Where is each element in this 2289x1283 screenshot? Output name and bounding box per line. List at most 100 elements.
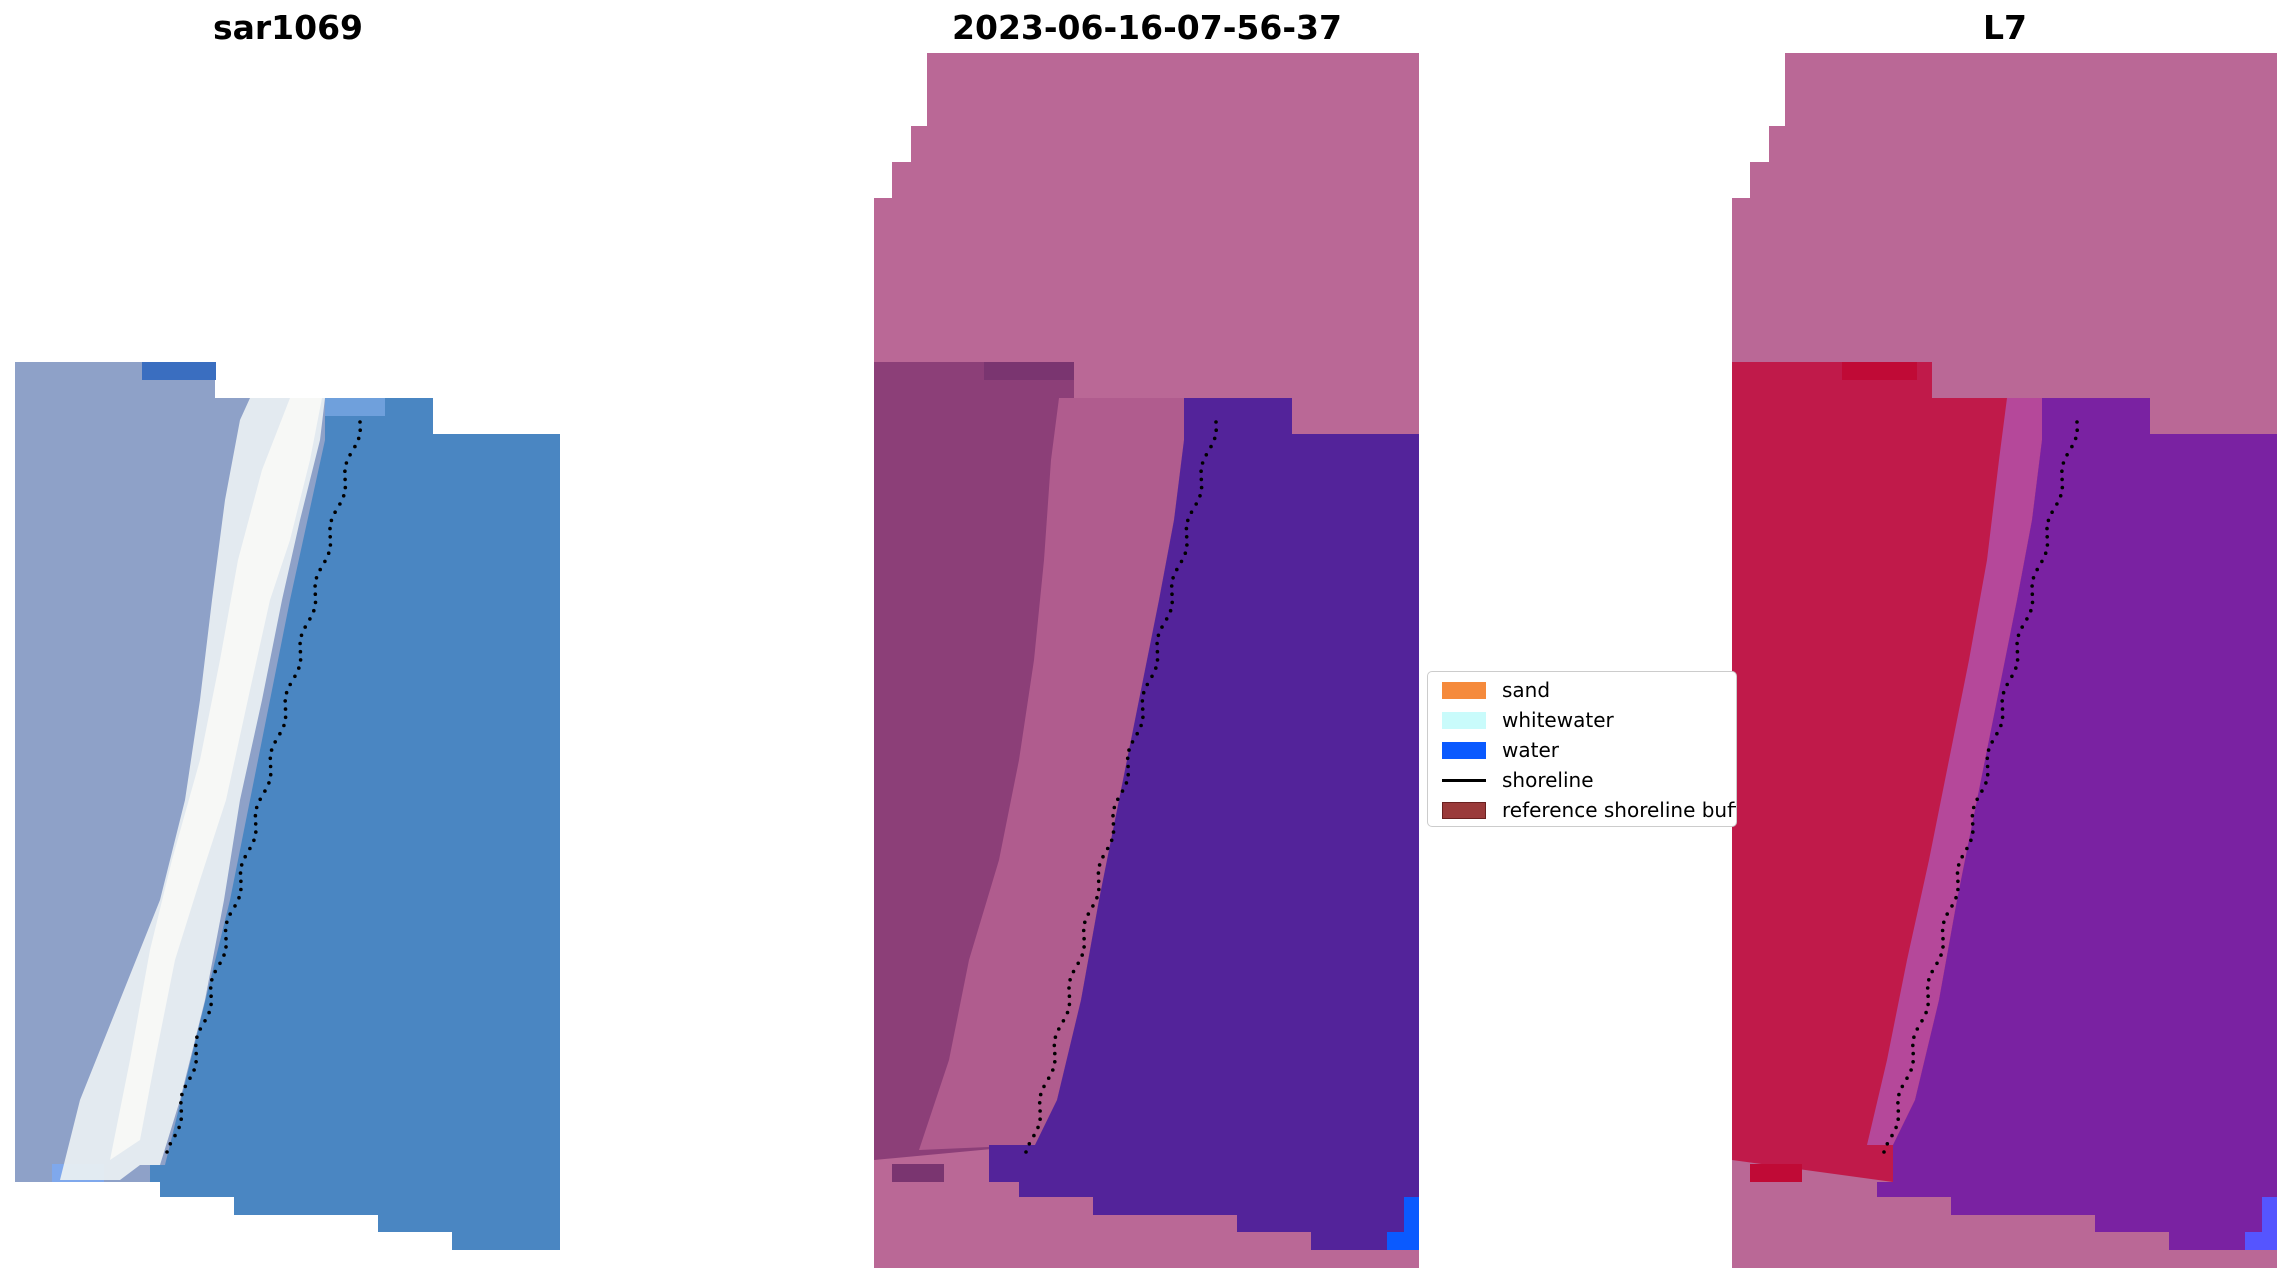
transition-band xyxy=(1867,398,2042,1145)
shoreline-dot xyxy=(228,912,232,916)
shoreline-dot xyxy=(239,863,244,867)
shoreline-dot xyxy=(1970,822,1975,826)
shoreline-dot xyxy=(1905,1076,1909,1080)
shoreline-dot xyxy=(2075,420,2079,424)
shoreline-dot xyxy=(1971,805,1976,810)
shoreline-dot xyxy=(1052,1043,1057,1048)
shoreline-dot xyxy=(1214,420,1218,424)
shoreline-dot xyxy=(179,1117,183,1121)
shoreline-dot xyxy=(1170,600,1174,605)
shoreline-dot xyxy=(1896,1117,1900,1121)
shoreline-dot xyxy=(1175,567,1179,572)
shoreline-dot xyxy=(218,961,222,966)
shoreline-dot xyxy=(2073,436,2078,441)
shoreline-dot xyxy=(1896,1101,1900,1105)
shoreline-dot xyxy=(237,895,241,900)
shoreline-dot xyxy=(358,420,362,424)
shoreline-dot xyxy=(1985,764,1990,769)
shoreline-dot xyxy=(298,658,303,662)
shoreline-dot xyxy=(1939,953,1943,957)
shoreline-dot xyxy=(180,1092,184,1097)
classification-image xyxy=(874,53,1419,1268)
shoreline-dot xyxy=(2045,535,2049,539)
shoreline-dot xyxy=(2061,461,2066,465)
shoreline-dot xyxy=(1096,871,1101,875)
shoreline-dot xyxy=(1081,928,1086,933)
shoreline-dot xyxy=(1941,936,1945,941)
shoreline-dot xyxy=(1125,756,1130,761)
shoreline-dot xyxy=(1109,838,1114,843)
shoreline-dot xyxy=(2010,674,2014,679)
shoreline-dot xyxy=(343,477,347,482)
shoreline-dot xyxy=(1169,584,1174,588)
shoreline-dot xyxy=(254,830,258,834)
shoreline-dot xyxy=(1212,436,1217,441)
shoreline-dot xyxy=(343,485,348,490)
shoreline-dot xyxy=(1036,1125,1040,1130)
shoreline-dot xyxy=(299,633,304,638)
shoreline-dot xyxy=(2005,682,2009,687)
shoreline-dot xyxy=(1183,551,1188,555)
shoreline-dot xyxy=(2040,559,2044,564)
shoreline-dot xyxy=(328,543,333,547)
shoreline-dot xyxy=(1186,518,1190,523)
shoreline-dot xyxy=(268,772,273,777)
shoreline-dot xyxy=(1927,978,1931,982)
shoreline-dot xyxy=(168,1142,173,1146)
shoreline-dot xyxy=(1960,854,1964,859)
shoreline-line-swatch xyxy=(1442,778,1486,782)
l7-panel xyxy=(1717,0,2289,1283)
shoreline-dot xyxy=(1945,912,1949,916)
shoreline-dot xyxy=(1999,723,2003,728)
shoreline-dot xyxy=(210,978,214,982)
sar-bright-band-core xyxy=(110,398,322,1160)
shoreline-dot xyxy=(1140,707,1145,711)
shoreline-dot xyxy=(1130,740,1135,744)
shoreline-dot xyxy=(1067,986,1071,990)
legend-item-whitewater: whitewater xyxy=(1434,708,1614,732)
land-strip xyxy=(1750,1164,1802,1182)
shoreline-dot xyxy=(1969,838,1973,843)
shoreline-dot xyxy=(338,502,342,506)
shoreline-dot xyxy=(1911,1043,1915,1048)
shoreline-dot xyxy=(1082,936,1086,941)
shoreline-dot xyxy=(1984,781,1988,785)
shoreline-dot xyxy=(1111,822,1116,826)
shoreline-dot xyxy=(2070,444,2074,449)
shoreline-dot xyxy=(343,469,347,474)
water-swatch xyxy=(1442,741,1486,759)
shoreline-dot xyxy=(344,461,349,465)
shoreline-dot xyxy=(1042,1084,1046,1089)
shoreline-dot xyxy=(248,846,252,851)
shoreline-dot xyxy=(2075,428,2079,433)
shoreline-dot xyxy=(298,641,302,646)
shoreline-dot xyxy=(1057,1027,1061,1031)
shoreline-dot xyxy=(1199,485,1204,490)
shoreline-dot xyxy=(1882,1150,1886,1154)
shoreline-dot xyxy=(314,576,319,580)
shoreline-dot xyxy=(2060,485,2065,490)
shoreline-dot xyxy=(233,904,237,908)
shoreline-dot xyxy=(2058,494,2063,498)
shoreline-dot xyxy=(2046,518,2051,523)
shoreline-dot xyxy=(252,838,256,843)
shoreline-dot xyxy=(1214,428,1218,433)
shoreline-dot xyxy=(2015,658,2020,662)
shoreline-dot xyxy=(318,567,323,572)
shoreline-dot xyxy=(1896,1109,1901,1113)
shoreline-dot xyxy=(1924,1010,1928,1015)
shoreline-dot xyxy=(2025,617,2029,621)
shoreline-dot xyxy=(1194,502,1198,506)
shoreline-dot xyxy=(267,781,271,785)
shoreline-dot xyxy=(1037,1101,1042,1105)
shoreline-dot xyxy=(313,592,318,596)
shoreline-dot xyxy=(1067,1002,1072,1007)
shoreline-dot xyxy=(308,617,312,621)
shoreline-dot xyxy=(268,756,273,761)
shoreline-dot xyxy=(1124,781,1129,785)
shoreline-dots xyxy=(1882,420,2079,1154)
shoreline-dot xyxy=(253,813,258,818)
shoreline-dot xyxy=(2043,551,2048,555)
shoreline-dot xyxy=(278,731,282,736)
classification-panel xyxy=(859,0,1435,1283)
